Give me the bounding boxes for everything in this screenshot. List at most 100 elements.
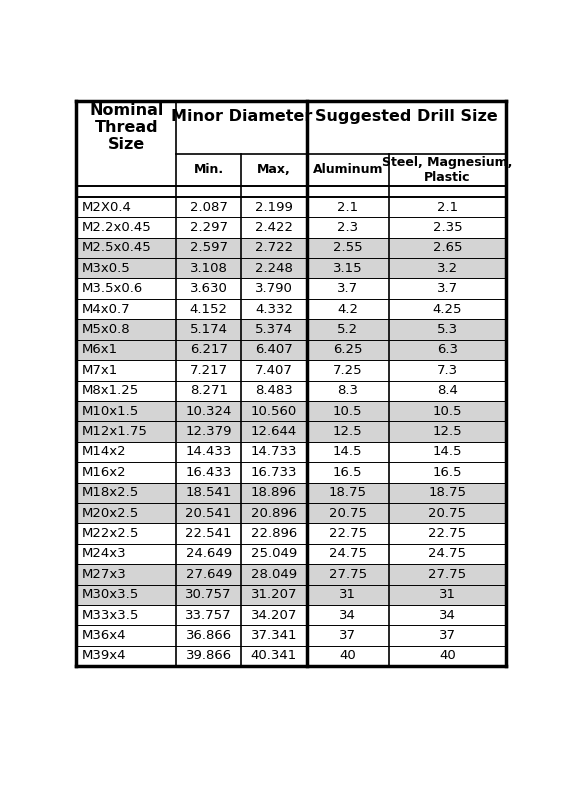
Bar: [77, 503, 506, 523]
Text: M2.5x0.45: M2.5x0.45: [82, 242, 152, 254]
Text: 2.35: 2.35: [433, 221, 462, 234]
Text: 36.866: 36.866: [186, 629, 232, 642]
Text: 18.541: 18.541: [186, 486, 232, 499]
Text: 20.75: 20.75: [428, 506, 466, 520]
Text: M3x0.5: M3x0.5: [82, 262, 131, 274]
Text: 3.7: 3.7: [337, 282, 358, 295]
Text: Max,: Max,: [257, 163, 291, 177]
Bar: [389, 154, 506, 186]
Text: 22.75: 22.75: [329, 527, 367, 540]
Text: Suggested Drill Size: Suggested Drill Size: [315, 109, 498, 123]
Text: 2.248: 2.248: [255, 262, 293, 274]
Bar: [176, 102, 307, 154]
Text: 8.3: 8.3: [337, 384, 358, 398]
Text: 6.407: 6.407: [255, 343, 293, 357]
Text: 33.757: 33.757: [185, 609, 232, 622]
Text: 12.5: 12.5: [433, 425, 462, 438]
Bar: [77, 238, 506, 258]
Text: 20.75: 20.75: [329, 506, 367, 520]
Text: 31: 31: [339, 588, 356, 602]
Text: 7.3: 7.3: [437, 364, 458, 377]
Text: 14.5: 14.5: [333, 446, 362, 458]
Text: 10.5: 10.5: [333, 405, 362, 418]
Text: M3.5x0.6: M3.5x0.6: [82, 282, 143, 295]
Bar: [77, 462, 506, 482]
Bar: [77, 401, 506, 422]
Text: 22.541: 22.541: [185, 527, 232, 540]
Text: 4.25: 4.25: [433, 302, 462, 315]
Text: 2.297: 2.297: [190, 221, 228, 234]
Text: 8.483: 8.483: [255, 384, 293, 398]
Text: 30.757: 30.757: [185, 588, 232, 602]
Bar: [77, 218, 506, 238]
Text: 2.3: 2.3: [337, 221, 358, 234]
Text: M12x1.75: M12x1.75: [82, 425, 148, 438]
Text: 4.2: 4.2: [337, 302, 358, 315]
Bar: [77, 381, 506, 401]
Text: M6x1: M6x1: [82, 343, 118, 357]
Text: Nominal
Thread
Size: Nominal Thread Size: [89, 102, 164, 153]
Text: 10.324: 10.324: [186, 405, 232, 418]
Text: 25.049: 25.049: [251, 547, 297, 561]
Text: M5x0.8: M5x0.8: [82, 323, 131, 336]
Text: 6.25: 6.25: [333, 343, 362, 357]
Text: 16.733: 16.733: [250, 466, 297, 479]
Text: Steel, Magnesium,
Plastic: Steel, Magnesium, Plastic: [382, 156, 512, 184]
Text: M27x3: M27x3: [82, 568, 127, 581]
Text: Minor Diameter: Minor Diameter: [170, 109, 312, 123]
Text: 18.75: 18.75: [329, 486, 367, 499]
Text: 27.75: 27.75: [329, 568, 367, 581]
Bar: [77, 360, 506, 381]
Text: 28.049: 28.049: [251, 568, 297, 581]
Bar: [307, 102, 506, 154]
Text: 37.341: 37.341: [250, 629, 297, 642]
Bar: [77, 585, 506, 605]
Text: 8.4: 8.4: [437, 384, 458, 398]
Bar: [77, 482, 506, 503]
Text: 8.271: 8.271: [190, 384, 228, 398]
Bar: [77, 278, 506, 299]
Text: 12.379: 12.379: [185, 425, 232, 438]
Bar: [77, 544, 506, 564]
Text: 24.75: 24.75: [329, 547, 367, 561]
Text: 2.722: 2.722: [255, 242, 293, 254]
Text: 3.108: 3.108: [190, 262, 228, 274]
Text: 2.55: 2.55: [333, 242, 362, 254]
Text: 34.207: 34.207: [250, 609, 297, 622]
Text: 4.152: 4.152: [190, 302, 228, 315]
Text: M4x0.7: M4x0.7: [82, 302, 131, 315]
Bar: [77, 197, 506, 218]
Text: M2.2x0.45: M2.2x0.45: [82, 221, 152, 234]
Text: 3.790: 3.790: [255, 282, 293, 295]
Bar: [176, 154, 241, 186]
Text: 5.174: 5.174: [190, 323, 228, 336]
Text: 20.896: 20.896: [251, 506, 297, 520]
Text: 24.649: 24.649: [186, 547, 232, 561]
Text: 2.199: 2.199: [255, 201, 293, 214]
Text: M22x2.5: M22x2.5: [82, 527, 139, 540]
Text: 18.896: 18.896: [251, 486, 297, 499]
Text: M16x2: M16x2: [82, 466, 127, 479]
Text: 4.332: 4.332: [255, 302, 293, 315]
Bar: [307, 154, 389, 186]
Text: 7.407: 7.407: [255, 364, 293, 377]
Text: 5.374: 5.374: [255, 323, 293, 336]
Bar: [77, 646, 506, 666]
Bar: [77, 564, 506, 585]
Text: 22.75: 22.75: [428, 527, 466, 540]
Text: M7x1: M7x1: [82, 364, 118, 377]
Text: 16.5: 16.5: [333, 466, 362, 479]
Text: 24.75: 24.75: [428, 547, 466, 561]
Text: 7.217: 7.217: [190, 364, 228, 377]
Text: M39x4: M39x4: [82, 650, 126, 662]
Text: 7.25: 7.25: [333, 364, 362, 377]
Text: 12.5: 12.5: [333, 425, 362, 438]
Text: 40: 40: [439, 650, 456, 662]
Text: Aluminum: Aluminum: [312, 163, 383, 177]
Bar: [77, 340, 506, 360]
Bar: [77, 605, 506, 626]
Text: 2.422: 2.422: [255, 221, 293, 234]
Text: 16.5: 16.5: [433, 466, 462, 479]
Text: 3.630: 3.630: [190, 282, 228, 295]
Text: M20x2.5: M20x2.5: [82, 506, 139, 520]
